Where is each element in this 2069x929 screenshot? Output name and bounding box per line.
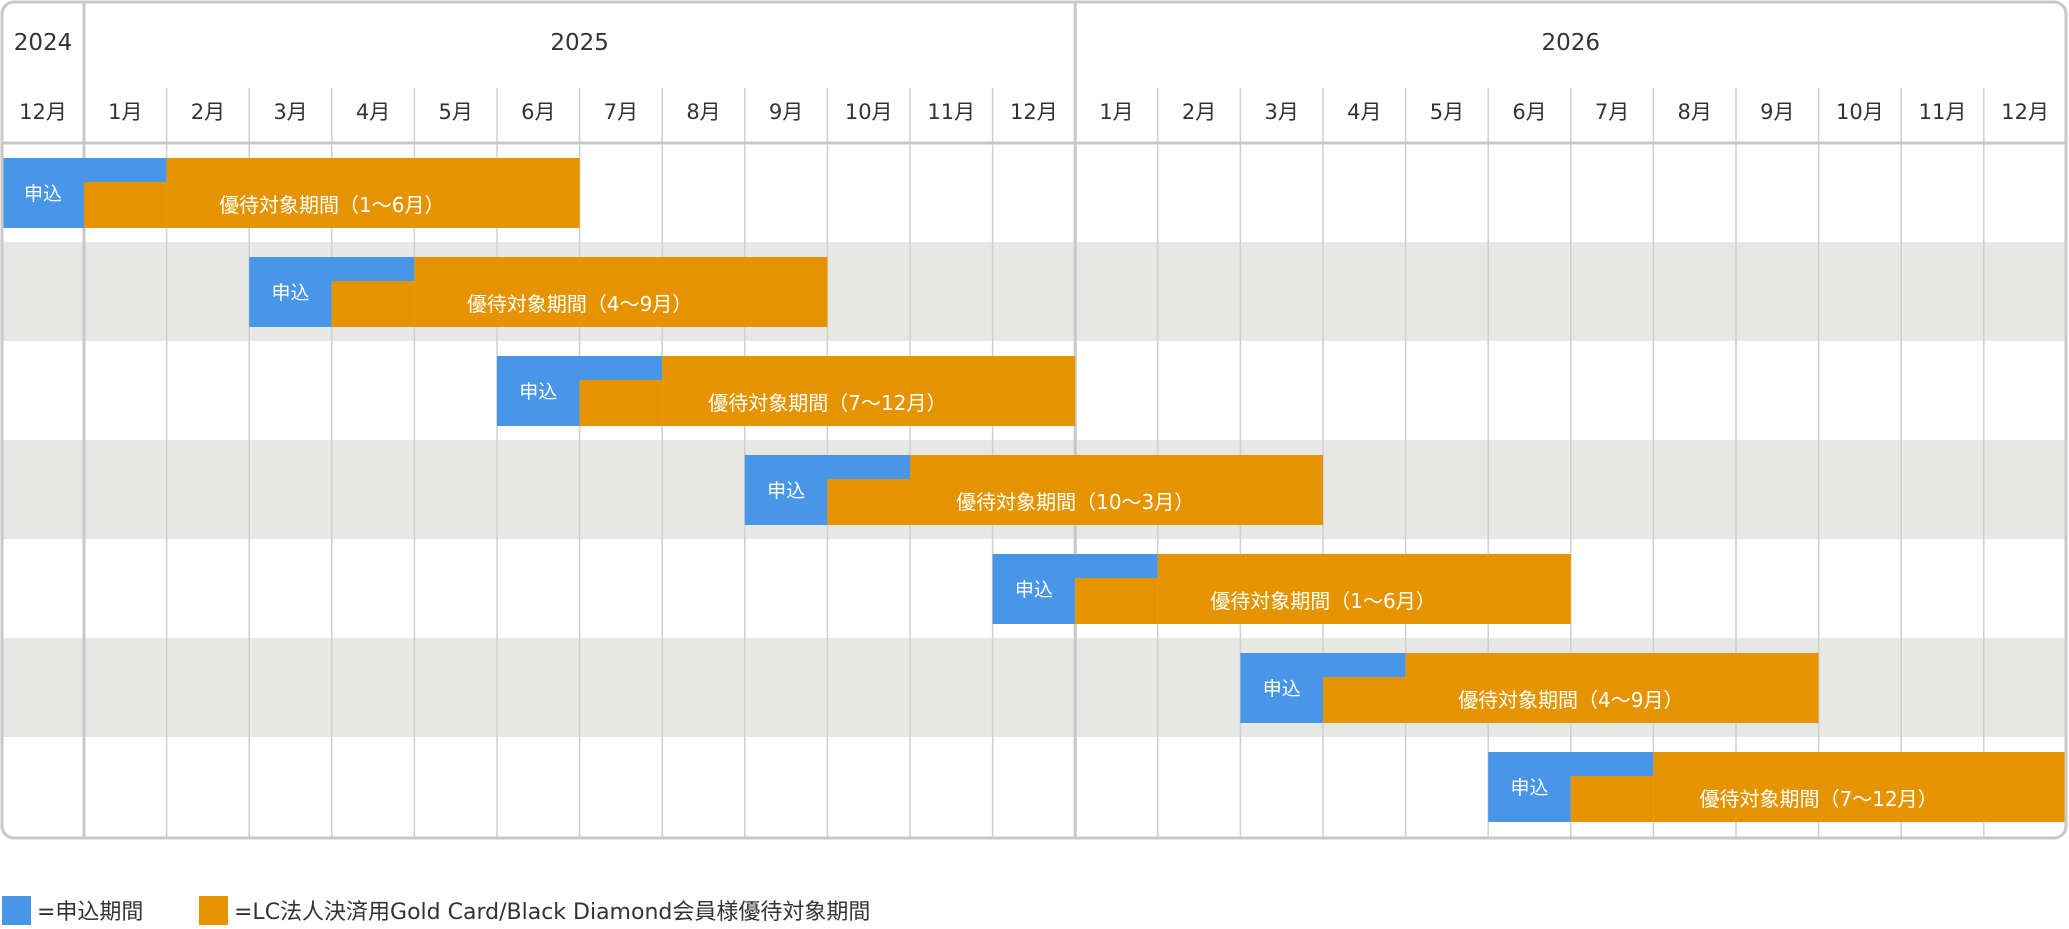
month-label: 10月: [1836, 100, 1884, 124]
legend-benefit-swatch: [199, 895, 228, 925]
benefit-bar: [1653, 752, 2066, 822]
benefit-bar: [166, 158, 580, 228]
legend-apply-text: =申込期間: [37, 900, 144, 925]
apply-bar: [1240, 653, 1406, 677]
benefit-label: 優待対象期間（4～9月）: [467, 292, 692, 316]
month-label: 3月: [273, 100, 307, 124]
month-label: 2月: [191, 100, 225, 124]
month-label: 10月: [845, 100, 893, 124]
month-label: 1月: [108, 100, 142, 124]
benefit-label: 優待対象期間（4～9月）: [1458, 688, 1683, 712]
benefit-label: 優待対象期間（1～6月）: [1210, 589, 1435, 613]
month-label: 6月: [1512, 100, 1546, 124]
month-label: 12月: [2001, 100, 2049, 124]
apply-label: 申込: [1015, 579, 1053, 601]
month-label: 4月: [356, 100, 390, 124]
year-label: 2026: [1542, 30, 1601, 56]
apply-bar: [992, 554, 1158, 578]
month-label: 6月: [521, 100, 555, 124]
apply-label: 申込: [271, 282, 309, 304]
month-label: 9月: [769, 100, 803, 124]
benefit-label: 優待対象期間（7～12月）: [1700, 787, 1938, 811]
benefit-bar: [414, 257, 828, 327]
benefit-bar: [662, 356, 1076, 426]
apply-bar: [497, 356, 663, 380]
benefit-label: 優待対象期間（7～12月）: [708, 391, 946, 415]
month-label: 9月: [1760, 100, 1794, 124]
apply-bar-stem: [744, 479, 828, 525]
apply-bar: [1488, 752, 1654, 776]
benefit-bar-lower: [331, 281, 415, 327]
year-label: 2025: [550, 30, 609, 56]
benefit-label: 優待対象期間（10～3月）: [956, 490, 1194, 514]
apply-bar: [2, 158, 167, 182]
schedule-chart: 2024 2025 2026 12月 1月 2月 3月 4月 5月 6月 7月 8月 9月 10月 11月 1…: [0, 0, 2068, 840]
apply-bar-stem: [497, 380, 580, 426]
apply-bar-stem: [249, 281, 332, 327]
apply-bar-stem: [1488, 776, 1571, 822]
chart-frame: [0, 0, 2068, 840]
apply-label: 申込: [24, 183, 62, 205]
legend-apply-swatch: [2, 895, 31, 925]
apply-bar-stem: [1240, 677, 1323, 723]
apply-bar-stem: [2, 182, 84, 228]
month-label: 7月: [604, 100, 638, 124]
month-label: 8月: [686, 100, 720, 124]
benefit-bar-lower: [84, 182, 167, 228]
legend-benefit-text: =LC法人決済用Gold Card/Black Diamond会員様優待対象期間: [234, 900, 871, 925]
apply-bar-stem: [992, 578, 1076, 624]
benefit-bar-lower: [827, 479, 910, 525]
benefit-bar-lower: [1075, 578, 1158, 624]
benefit-bar: [1157, 554, 1571, 624]
month-label: 11月: [927, 100, 975, 124]
legend-apply: =申込期間: [2, 891, 143, 929]
apply-label: 申込: [1510, 777, 1548, 799]
apply-label: 申込: [1263, 678, 1301, 700]
month-label: 12月: [1010, 100, 1058, 124]
benefit-label: 優待対象期間（1～6月）: [219, 193, 444, 217]
legend-benefit: =LC法人決済用Gold Card/Black Diamond会員様優待対象期間: [199, 891, 870, 929]
month-label: 11月: [1919, 100, 1967, 124]
month-label: 1月: [1099, 100, 1133, 124]
month-label: 3月: [1265, 100, 1299, 124]
month-label: 7月: [1595, 100, 1629, 124]
apply-bar: [744, 455, 910, 479]
benefit-bar-lower: [1570, 776, 1654, 822]
apply-label: 申込: [767, 480, 805, 502]
benefit-bar: [1405, 653, 1819, 723]
year-label: 2024: [14, 30, 73, 56]
month-label: 2月: [1182, 100, 1216, 124]
month-label: 5月: [439, 100, 473, 124]
benefit-bar-lower: [1323, 677, 1406, 723]
month-label: 12月: [19, 100, 67, 124]
month-label: 4月: [1347, 100, 1381, 124]
apply-bar: [249, 257, 415, 281]
month-label: 5月: [1430, 100, 1464, 124]
apply-label: 申込: [519, 381, 557, 403]
benefit-bar-lower: [579, 380, 663, 426]
month-label: 8月: [1678, 100, 1712, 124]
benefit-bar: [910, 455, 1323, 525]
